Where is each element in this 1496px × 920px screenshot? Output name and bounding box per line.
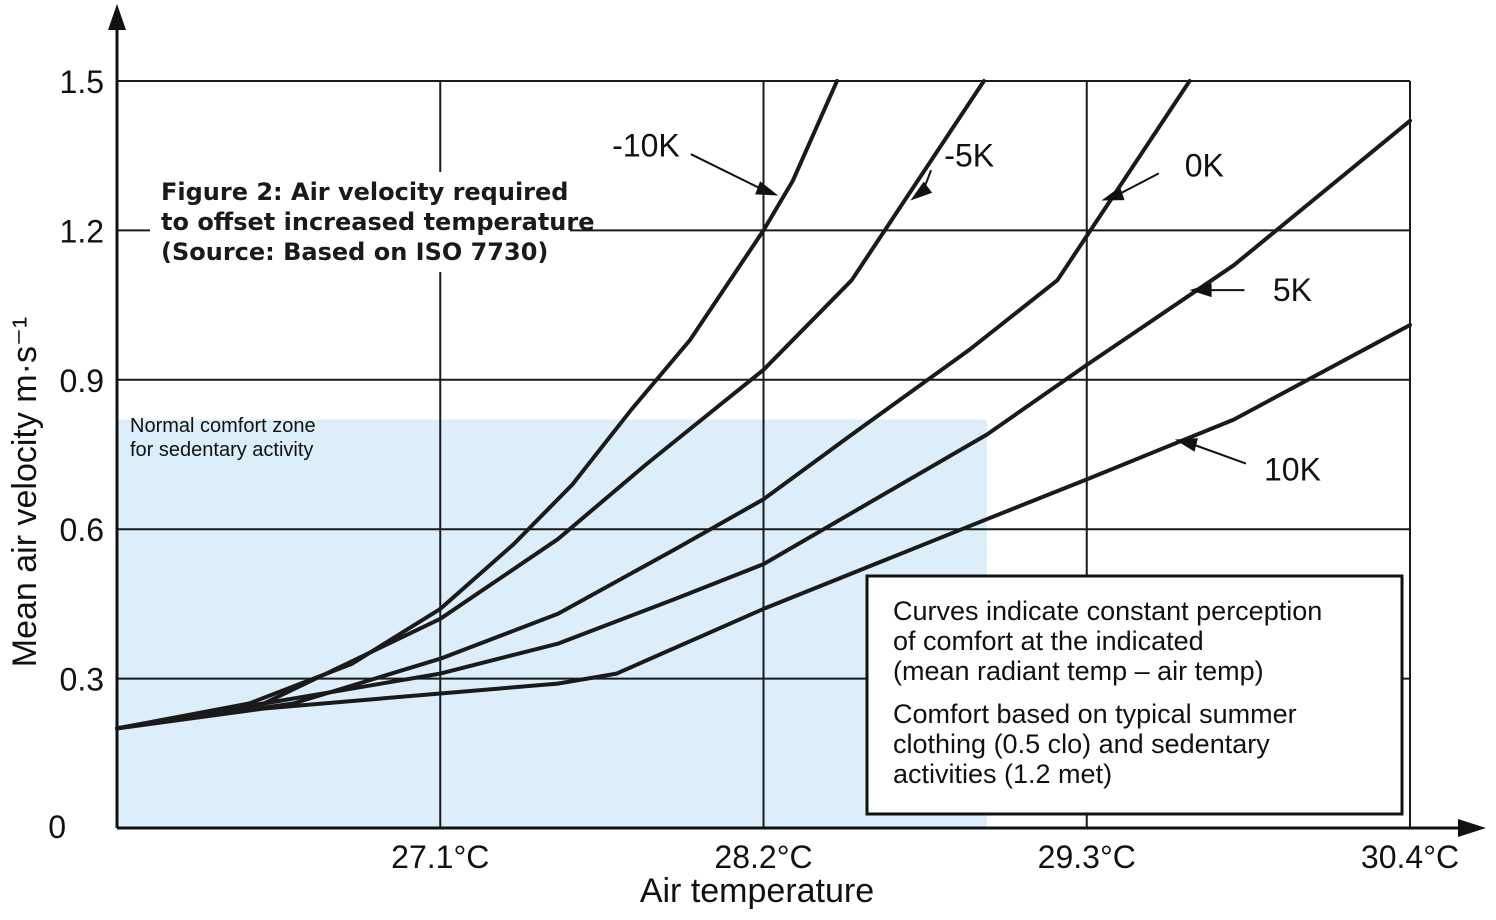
curve-label-arrowhead-1	[910, 181, 933, 201]
y-axis-arrowhead	[108, 4, 126, 30]
comfort-zone-label-line-2: for sedentary activity	[130, 439, 313, 461]
note-line-4: Comfort based on typical summer	[893, 699, 1297, 729]
note-line-3: (mean radiant temp – air temp)	[893, 656, 1264, 686]
comfort-zone-area	[117, 419, 987, 828]
curve-label-arrow-0	[690, 153, 764, 191]
curve-label-3: 5K	[1273, 272, 1312, 308]
label-layer: 0 0.3 0.6 0.9 1.2 1.5 27.1°C 28.2°C 29.3°C 30.4°C…	[6, 64, 1459, 910]
figure-title-line-1: Figure 2: Air velocity required	[161, 178, 568, 206]
x-tick-label-1: 28.2°C	[714, 839, 812, 875]
curve-label-arrowhead-2	[1101, 186, 1125, 201]
comfort-zone-label-line-1: Normal comfort zone	[130, 415, 316, 437]
curve-layer	[115, 79, 1412, 731]
note-line-2: of comfort at the indicated	[893, 626, 1204, 656]
x-tick-label-0: 27.1°C	[391, 839, 489, 875]
note-box	[865, 574, 1404, 816]
y-axis-title: Mean air velocity m·s⁻¹	[6, 317, 44, 667]
curve-series-3	[115, 118, 1412, 731]
x-axis-title: Air temperature	[640, 872, 874, 910]
figure-title-line-2: to offset increased temperature	[161, 208, 595, 236]
y-tick-label-5: 1.5	[60, 64, 104, 100]
axes-layer	[108, 4, 1486, 837]
y-tick-label-3: 0.9	[60, 363, 104, 399]
figure-title-background	[150, 172, 570, 272]
curve-label-arrowhead-4	[1174, 438, 1198, 452]
curve-label-1: -5K	[944, 138, 994, 174]
curve-series-1	[115, 79, 986, 731]
curve-label-arrow-4	[1190, 442, 1247, 465]
figure-title-line-3: (Source: Based on ISO 7730)	[161, 238, 548, 266]
y-tick-label-2: 0.6	[60, 512, 104, 548]
note-line-6: activities (1.2 met)	[893, 759, 1112, 789]
y-tick-label-0: 0	[48, 809, 66, 845]
x-tick-label-2: 29.3°C	[1038, 839, 1136, 875]
x-axis-arrowhead	[1458, 819, 1486, 837]
curve-label-arrowhead-3	[1189, 283, 1212, 298]
curve-label-0: -10K	[612, 128, 680, 164]
curve-label-arrowhead-0	[755, 181, 779, 196]
curve-label-2: 0K	[1185, 148, 1224, 184]
curve-series-2	[115, 79, 1192, 731]
note-line-1: Curves indicate constant perception	[893, 596, 1322, 626]
note-line-5: clothing (0.5 clo) and sedentary	[893, 729, 1270, 759]
curve-series-4	[115, 323, 1412, 731]
y-tick-label-1: 0.3	[60, 662, 104, 698]
x-tick-label-3: 30.4°C	[1361, 839, 1459, 875]
y-tick-label-4: 1.2	[60, 213, 104, 249]
curve-label-4: 10K	[1264, 451, 1321, 487]
curve-label-arrow-2	[1116, 172, 1160, 197]
comfort-zone-layer	[117, 419, 987, 828]
